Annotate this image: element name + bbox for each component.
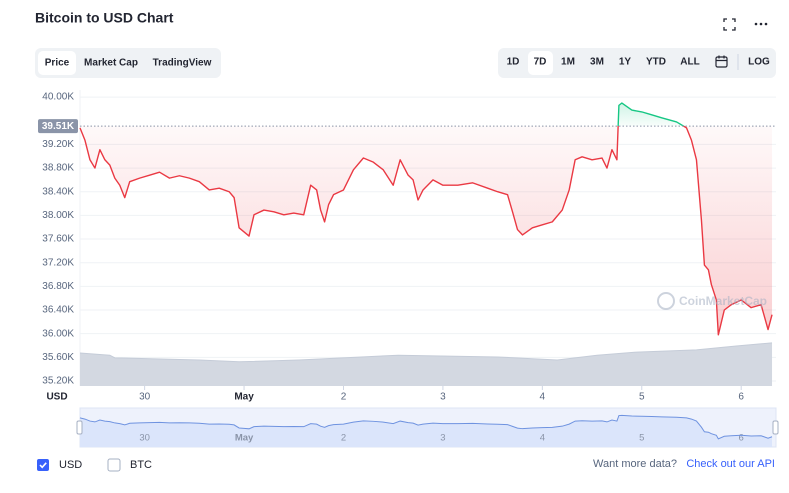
- tab[interactable]: Price: [45, 58, 70, 69]
- x-tick-label: May: [234, 392, 254, 403]
- navigator-area: [80, 415, 773, 447]
- navigator-tick-label: 6: [739, 433, 744, 444]
- navigator-tick-label: 2: [341, 433, 346, 444]
- y-axis-unit: USD: [46, 392, 67, 403]
- range-button[interactable]: ALL: [680, 57, 699, 68]
- navigator-handle[interactable]: [772, 420, 779, 435]
- y-tick-label: 35.60K: [42, 352, 74, 363]
- tab-selected: [38, 51, 76, 75]
- x-tick-label: 2: [341, 392, 347, 403]
- navigator-tick-label: 3: [440, 433, 445, 444]
- y-tick-label: 38.00K: [42, 210, 74, 221]
- navigator-tick-label: 30: [139, 433, 150, 444]
- watermark: CoinMarketCap: [657, 292, 767, 310]
- log-button[interactable]: LOG: [748, 57, 770, 68]
- range-selected: [528, 51, 553, 75]
- y-tick-label: 37.20K: [42, 257, 74, 268]
- fullscreen-icon[interactable]: [723, 18, 736, 31]
- navigator-line: [79, 414, 773, 440]
- tab[interactable]: Market Cap: [84, 58, 138, 69]
- volume-area: [80, 342, 773, 386]
- navigator-tick-label: 4: [540, 433, 545, 444]
- reference-label: 39.51K: [42, 121, 75, 132]
- calendar-icon[interactable]: [715, 55, 728, 68]
- navigator-handle[interactable]: [76, 420, 83, 435]
- y-tick-label: 40.00K: [42, 92, 74, 103]
- navigator-tick-label: May: [235, 433, 254, 444]
- y-tick-label: 36.00K: [42, 328, 74, 339]
- price-area: [80, 103, 773, 335]
- range-group: [498, 48, 776, 78]
- x-tick-label: 6: [738, 392, 744, 403]
- tab[interactable]: TradingView: [153, 58, 212, 69]
- y-tick-label: 36.40K: [42, 305, 74, 316]
- navigator-tick-label: 5: [639, 433, 644, 444]
- y-tick-label: 37.60K: [42, 234, 74, 245]
- x-tick-label: 5: [639, 392, 645, 403]
- check-mark: [39, 462, 47, 469]
- y-tick-label: 38.40K: [42, 186, 74, 197]
- tab-group: [35, 48, 221, 78]
- api-link[interactable]: Check out our API: [686, 458, 775, 470]
- y-tick-label: 35.20K: [42, 376, 74, 387]
- y-tick-label: 39.20K: [42, 139, 74, 150]
- usd-label: USD: [59, 459, 82, 471]
- btc-checkbox[interactable]: [107, 458, 121, 472]
- x-tick-label: 3: [440, 392, 446, 403]
- range-button[interactable]: YTD: [646, 57, 666, 68]
- chart-title: Bitcoin to USD Chart: [35, 10, 174, 26]
- usd-checkbox[interactable]: [37, 459, 49, 471]
- volume-edge: [79, 342, 773, 363]
- y-tick-label: 38.80K: [42, 163, 74, 174]
- watermark-text: CoinMarketCap: [679, 294, 767, 308]
- btc-label: BTC: [130, 459, 152, 471]
- reference-badge: [38, 119, 78, 134]
- more-icon[interactable]: [754, 22, 768, 26]
- x-tick-label: 4: [540, 392, 546, 403]
- range-button[interactable]: 1M: [561, 57, 575, 68]
- y-tick-label: 36.80K: [42, 281, 74, 292]
- range-button[interactable]: 1Y: [619, 57, 632, 68]
- x-tick-label: 30: [139, 392, 151, 403]
- range-button[interactable]: 1D: [507, 57, 520, 68]
- range-button[interactable]: 7D: [534, 57, 547, 68]
- more-data-text: Want more data?: [593, 458, 677, 470]
- range-button[interactable]: 3M: [590, 57, 604, 68]
